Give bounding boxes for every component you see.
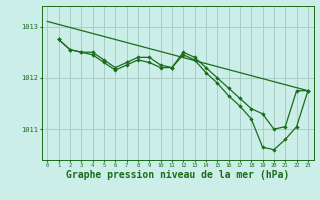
X-axis label: Graphe pression niveau de la mer (hPa): Graphe pression niveau de la mer (hPa) xyxy=(66,170,289,180)
